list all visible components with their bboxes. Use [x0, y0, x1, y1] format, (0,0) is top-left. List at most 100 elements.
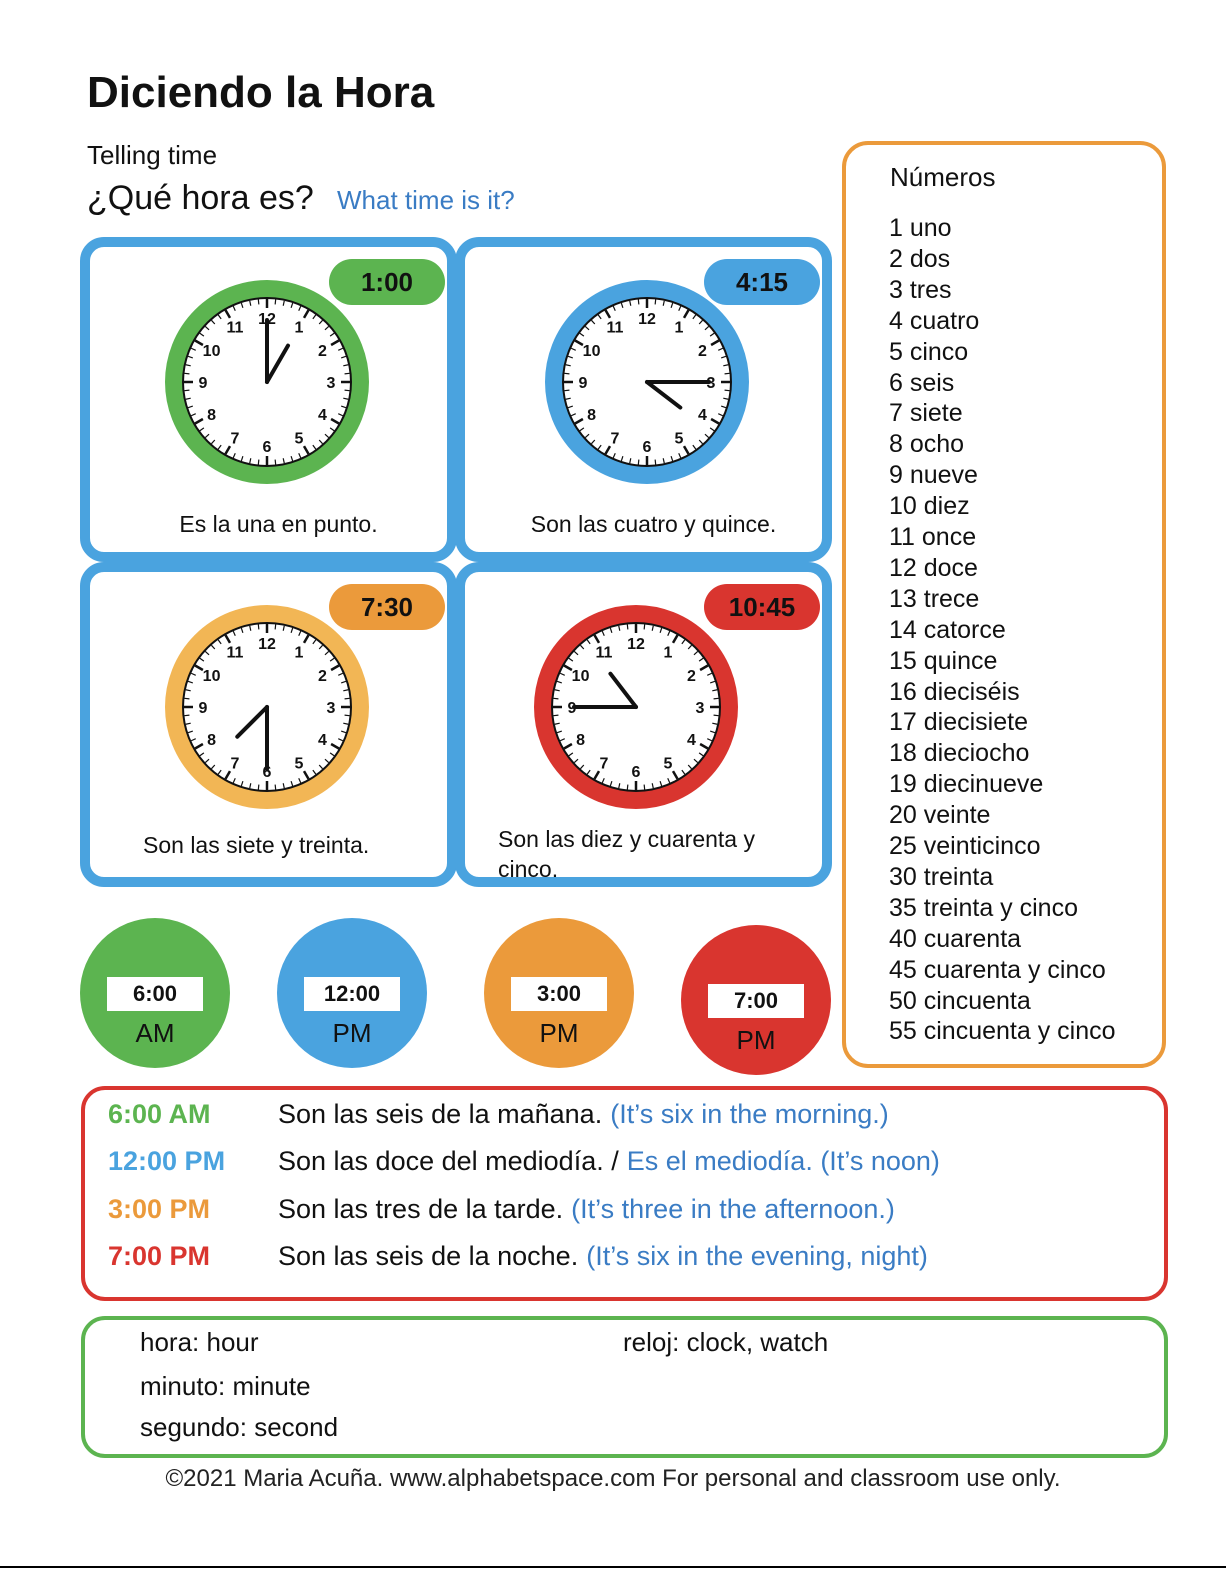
clock-tick	[612, 305, 616, 311]
clock-tick	[720, 405, 727, 409]
clock-tick	[324, 758, 330, 763]
clock-tick	[199, 752, 205, 757]
clock-tick	[710, 339, 720, 347]
clock-tick	[232, 453, 236, 459]
clock-tick	[637, 299, 640, 305]
clock-tick	[556, 680, 563, 684]
clock-tick	[187, 355, 194, 359]
period-time: 3:00	[511, 977, 607, 1011]
sentence-row: Son las seis de la mañana. (It’s six in t…	[278, 1099, 889, 1130]
clock-tick	[591, 319, 596, 325]
clock-tick	[282, 625, 285, 631]
clock-numeral: 8	[576, 732, 585, 749]
clock-tick	[249, 783, 252, 789]
clock-caption: Son las cuatro y quince.	[530, 511, 777, 537]
clock-numeral: 4	[318, 407, 327, 424]
clock-numeral: 8	[587, 407, 596, 424]
clock-numeral: 2	[698, 343, 707, 360]
clock-tick	[580, 644, 585, 650]
clock-tick	[620, 302, 624, 309]
clock-tick	[707, 672, 713, 676]
clock-tick	[330, 664, 340, 672]
clock-numeral: 11	[227, 320, 244, 337]
number-item: 50 cincuenta	[889, 986, 1031, 1015]
clock-tick	[593, 634, 601, 644]
clock-tick	[556, 730, 563, 734]
clock-numeral: 8	[207, 407, 216, 424]
period-time: 6:00	[107, 977, 203, 1011]
sentence-english: (It’s six in the evening, night)	[586, 1240, 928, 1271]
clock-tick	[654, 299, 657, 305]
number-item: 12 doce	[889, 553, 978, 582]
clock-tick	[274, 299, 277, 305]
clock-numeral: 5	[664, 755, 673, 772]
clock-tick	[553, 714, 559, 717]
clock-tick	[340, 680, 347, 684]
clock-tick	[659, 627, 663, 634]
clock-numeral: 9	[568, 700, 577, 717]
number-item: 5 cinco	[889, 337, 969, 366]
number-item: 8 ocho	[889, 430, 965, 459]
clock-tick	[324, 651, 330, 656]
clock-tick	[662, 300, 665, 306]
clock-tick	[699, 664, 709, 672]
clock-tick	[298, 630, 302, 636]
sentence-time: 3:00 PM	[108, 1193, 211, 1224]
clock-tick	[713, 714, 719, 717]
clock-numeral: 10	[583, 343, 601, 360]
clock-numeral: 5	[675, 430, 684, 447]
clock-tick	[563, 742, 573, 750]
numbers-title: Números	[890, 162, 996, 192]
clock-tick	[274, 459, 277, 465]
sentence-row: Son las doce del mediodía. / Es el mediod…	[278, 1146, 940, 1177]
clock-tick	[240, 302, 244, 309]
clock-tick	[564, 389, 570, 392]
clock-card: 10:45 Son las diez y cuarenta y cinco. 12 1…	[455, 562, 832, 887]
clock-tick	[699, 742, 709, 750]
clock-tick	[718, 413, 724, 417]
clock-tick	[707, 738, 713, 742]
sentence-row: Son las seis de la noche. (It’s six in th…	[278, 1241, 928, 1272]
clock-tick	[643, 624, 646, 630]
clock-tick	[580, 764, 585, 770]
clock-tick	[670, 302, 674, 309]
clock-numeral: 12	[258, 636, 276, 653]
time-badge: 4:15	[704, 259, 820, 305]
clock-tick	[240, 455, 244, 462]
clock-tick	[217, 639, 222, 645]
sentence-spanish: Son las tres de la tarde.	[278, 1193, 564, 1224]
clock-caption: Son las siete y treinta.	[143, 832, 370, 858]
time-badge: 1:00	[329, 259, 445, 305]
sentence-time: 7:00 PM	[108, 1240, 211, 1271]
number-item: 10 diez	[889, 492, 970, 521]
clock-numeral: 6	[263, 764, 272, 781]
clock-tick	[329, 752, 335, 757]
clock-tick	[211, 319, 216, 325]
clock-tick	[274, 624, 277, 630]
clock-tick	[651, 783, 654, 789]
vocabulary-item: reloj: clock, watch	[623, 1327, 829, 1357]
periods-box	[81, 1086, 1168, 1301]
clock-numeral: 3	[707, 375, 716, 392]
clock-numeral: 5	[295, 430, 304, 447]
clock-tick	[724, 372, 730, 375]
numbers-box	[842, 141, 1166, 1068]
sentence-english: (It’s six in the morning.)	[610, 1099, 889, 1129]
clock-tick	[329, 657, 335, 662]
clock-tick	[723, 397, 729, 400]
clock-tick	[597, 444, 602, 450]
clock-tick	[698, 657, 704, 662]
clock-tick	[344, 714, 350, 717]
clock-tick	[670, 455, 674, 462]
vocabulary-item: minuto: minute	[140, 1371, 311, 1401]
clock-tick	[567, 405, 574, 409]
clock-numeral: 2	[318, 668, 327, 685]
clock-tick	[573, 651, 579, 656]
clock-tick	[330, 742, 340, 750]
clock-numeral: 1	[675, 320, 684, 337]
number-item: 35 treinta y cinco	[889, 893, 1078, 922]
clock-tick	[184, 389, 190, 392]
clock-tick	[312, 639, 317, 645]
number-item: 16 dieciséis	[889, 677, 1020, 706]
